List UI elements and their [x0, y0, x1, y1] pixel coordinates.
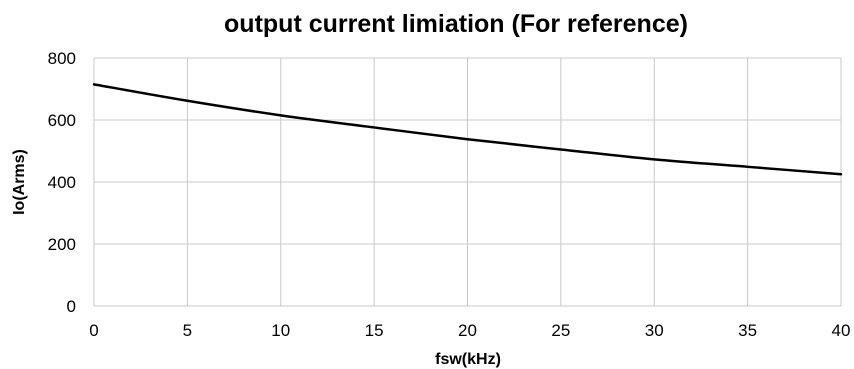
x-axis-label: fsw(kHz)	[435, 351, 501, 368]
series-layer	[92, 83, 843, 176]
y-tick-label: 200	[48, 235, 76, 254]
x-tick-label: 5	[183, 321, 192, 340]
x-tick-label: 40	[832, 321, 851, 340]
x-tick-label: 30	[645, 321, 664, 340]
gridlines	[93, 57, 842, 307]
y-tick-label: 600	[48, 111, 76, 130]
y-tick-label: 800	[48, 49, 76, 68]
y-axis-label: Io(Arms)	[11, 149, 28, 215]
chart-title: output current limiation (For reference)	[224, 10, 688, 38]
x-tick-label: 15	[365, 321, 384, 340]
y-axis-ticks: 0 200 400 600 800	[48, 49, 76, 316]
x-tick-label: 10	[271, 321, 290, 340]
x-tick-label: 25	[551, 321, 570, 340]
x-axis-ticks: 0 5 10 15 20 25 30 35 40	[89, 321, 850, 340]
series-line	[92, 83, 843, 176]
y-tick-label: 0	[67, 297, 76, 316]
x-tick-label: 20	[458, 321, 477, 340]
y-tick-label: 400	[48, 173, 76, 192]
x-tick-label: 35	[738, 321, 757, 340]
x-tick-label: 0	[89, 321, 98, 340]
